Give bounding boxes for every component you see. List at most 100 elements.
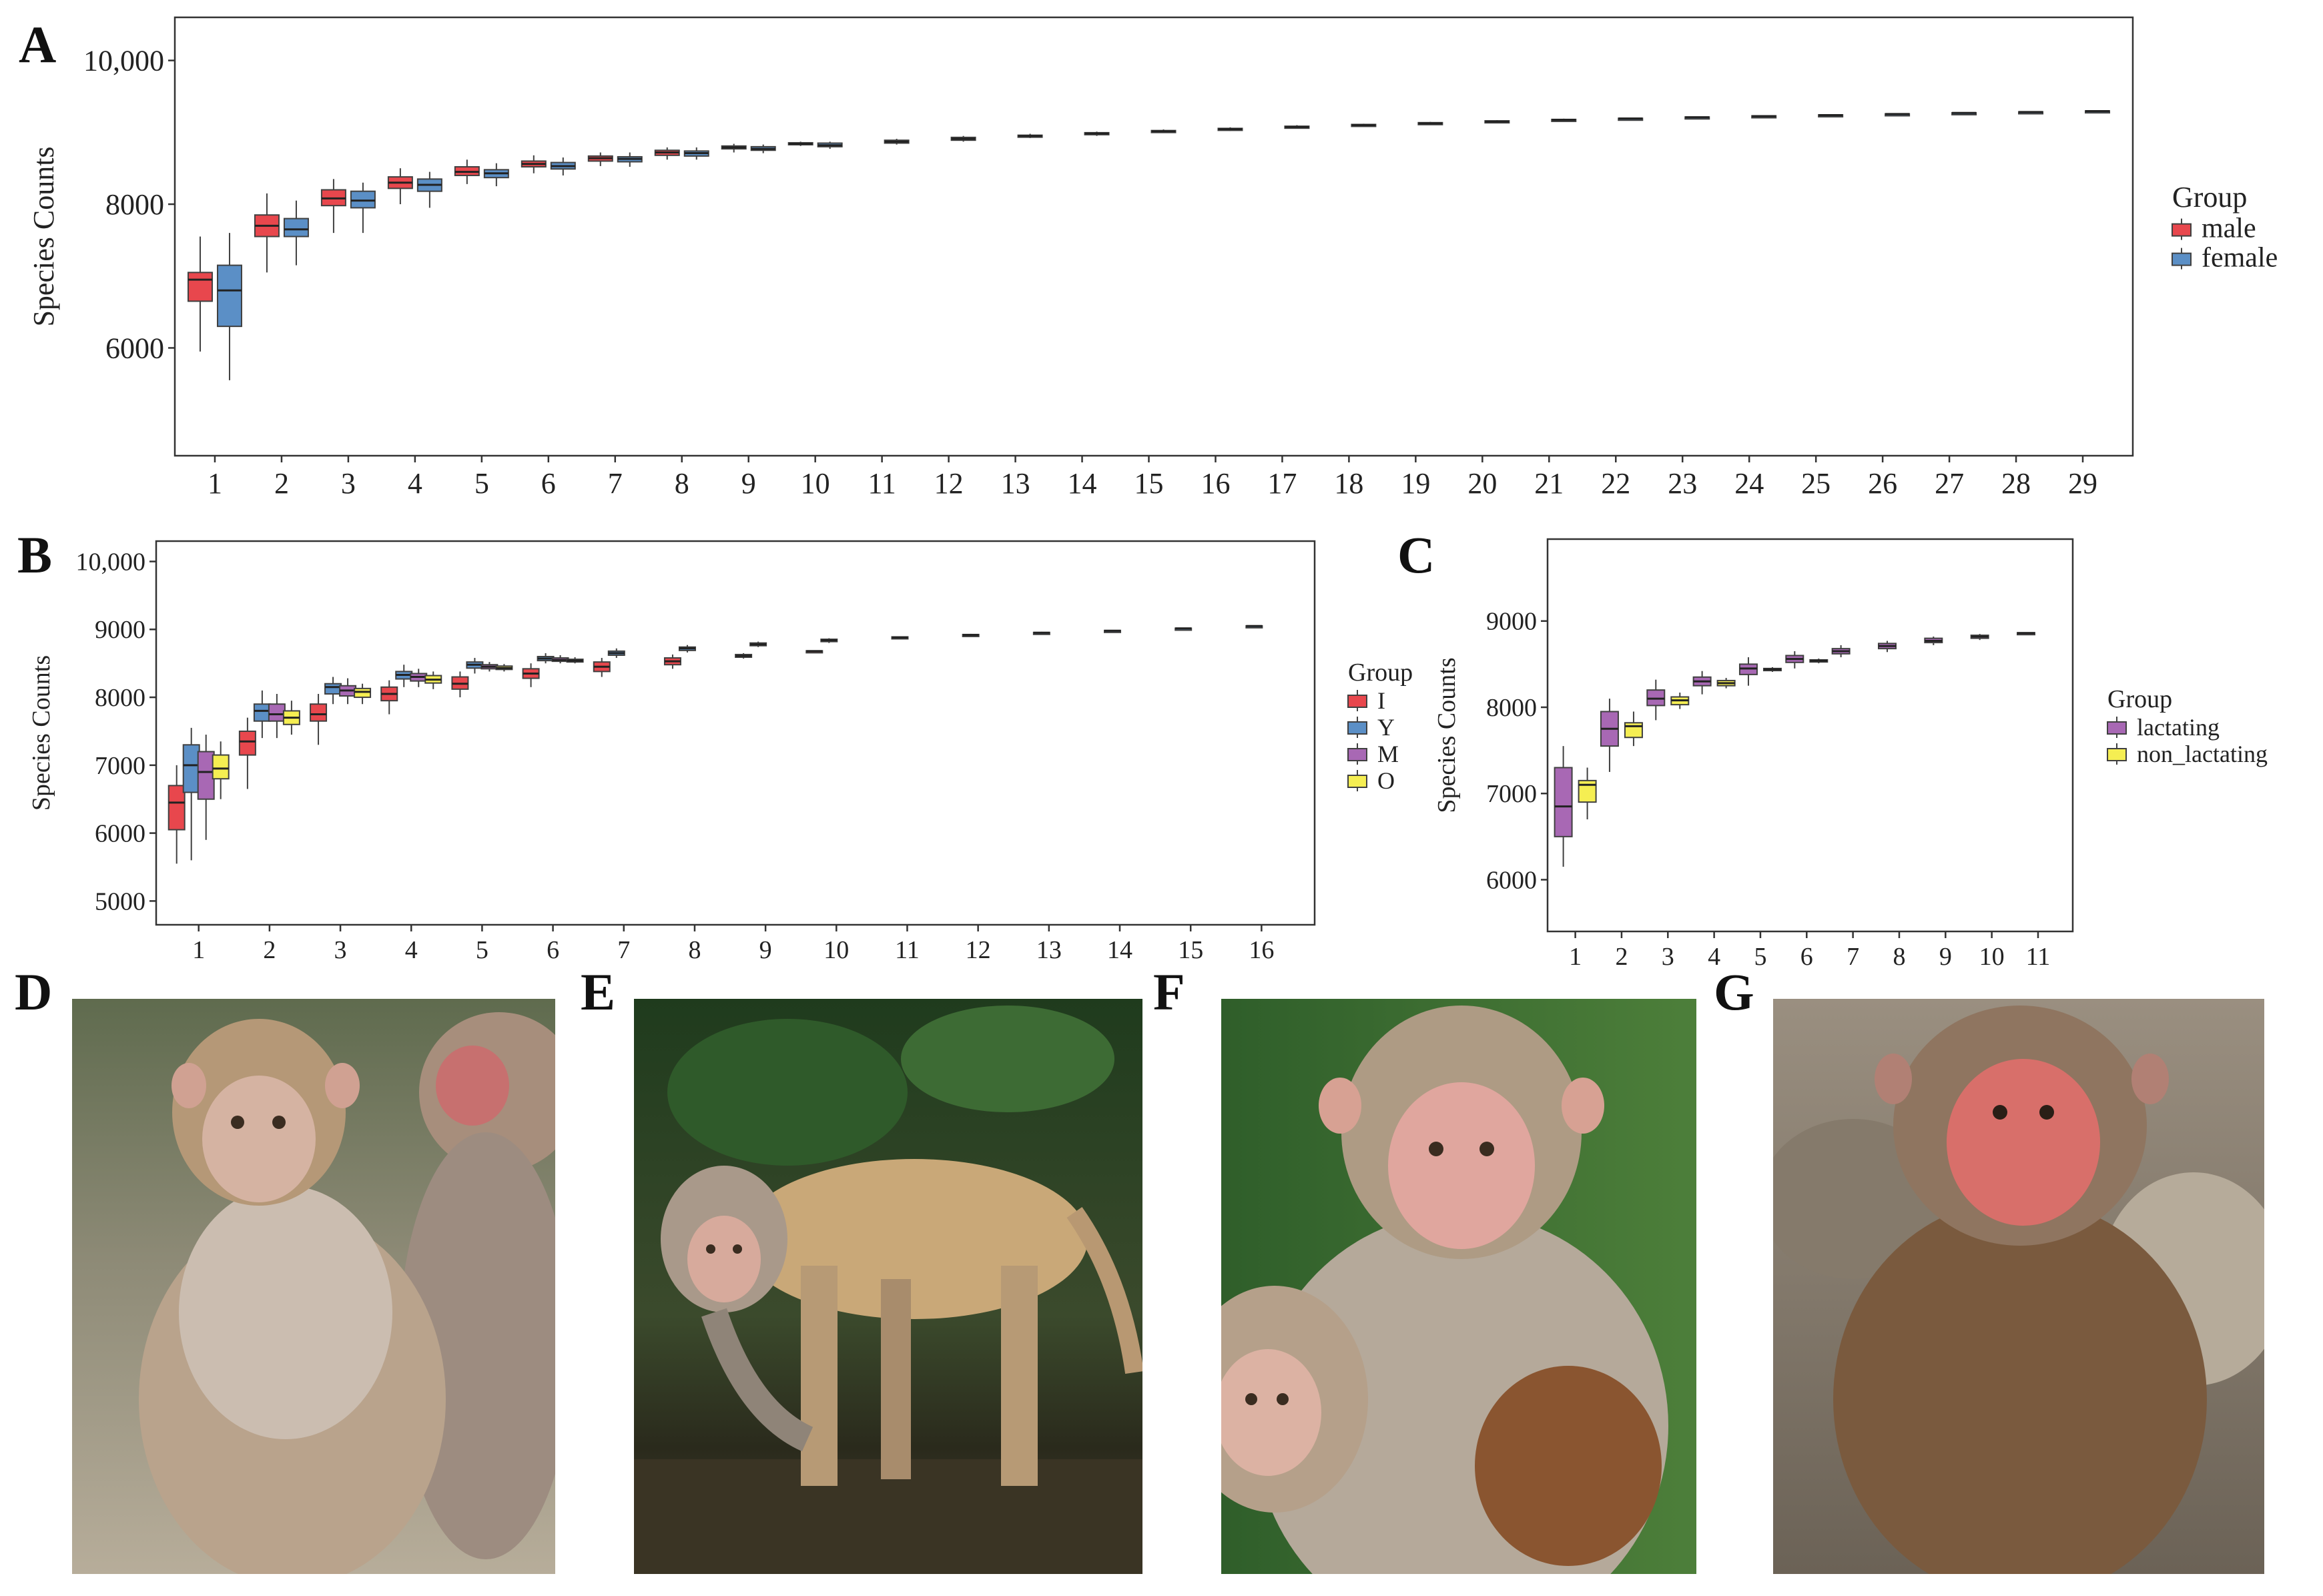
x-tick-label: 1 xyxy=(1569,943,1582,971)
box-M-6 xyxy=(551,655,569,664)
x-tick-label: 20 xyxy=(1467,467,1497,500)
x-tick-label: 6 xyxy=(541,467,556,500)
y-tick-label: 8000 xyxy=(95,684,145,712)
x-tick-label: 23 xyxy=(1668,467,1697,500)
legend-key-I xyxy=(1347,695,1367,708)
box-Y-7 xyxy=(607,648,625,659)
box-non_lactating-2 xyxy=(1624,711,1643,747)
box-female-4 xyxy=(416,171,442,208)
box-non_lactating-5 xyxy=(1762,667,1782,673)
box-male-3 xyxy=(320,179,346,234)
photo-panel-e xyxy=(634,999,1142,1574)
x-tick-label: 16 xyxy=(1201,467,1230,500)
box-O-1 xyxy=(212,741,230,799)
box-Y-13 xyxy=(1032,631,1050,635)
box-non_lactating-6 xyxy=(1809,658,1829,664)
x-tick-label: 5 xyxy=(1754,943,1766,971)
x-tick-label: 22 xyxy=(1601,467,1630,500)
box-female-15 xyxy=(1150,129,1177,133)
x-tick-label: 13 xyxy=(1001,467,1030,500)
x-tick-label: 9 xyxy=(1939,943,1952,971)
box-Y-11 xyxy=(891,636,909,640)
x-tick-label: 14 xyxy=(1068,467,1097,500)
plot-frame xyxy=(174,16,2134,457)
x-tick-label: 3 xyxy=(334,936,347,964)
box-non_lactating-1 xyxy=(1578,767,1597,819)
box-Y-2 xyxy=(253,690,271,739)
box-I-4 xyxy=(380,680,398,715)
box-O-5 xyxy=(495,664,513,672)
y-tick-label: 10,000 xyxy=(76,548,146,576)
legend-label-Y: Y xyxy=(1377,714,1395,741)
box-M-2 xyxy=(268,693,286,739)
x-tick-label: 29 xyxy=(2068,467,2097,500)
box-female-19 xyxy=(1417,121,1443,125)
x-tick-label: 7 xyxy=(608,467,623,500)
x-tick-label: 13 xyxy=(1036,936,1062,964)
box-lactating-10 xyxy=(1970,634,1989,641)
x-tick-label: 11 xyxy=(2026,943,2051,971)
box-female-17 xyxy=(1284,125,1310,129)
x-tick-label: 26 xyxy=(1868,467,1897,500)
x-tick-label: 19 xyxy=(1401,467,1430,500)
y-tick-label: 6000 xyxy=(105,332,164,364)
box-Y-3 xyxy=(324,677,342,705)
box-I-2 xyxy=(238,717,256,789)
x-tick-label: 10 xyxy=(823,936,849,964)
box-body xyxy=(1554,767,1573,837)
box-Y-10 xyxy=(820,638,838,643)
box-female-21 xyxy=(1551,118,1577,122)
box-body xyxy=(354,687,372,699)
legend-key-non_lactating xyxy=(2107,748,2127,761)
panel-label-e: E xyxy=(581,963,616,1021)
box-M-1 xyxy=(197,735,215,840)
y-tick-label: 8000 xyxy=(105,188,164,221)
box-female-22 xyxy=(1618,117,1644,121)
box-female-27 xyxy=(1951,111,1977,115)
legend-label-non_lactating: non_lactating xyxy=(2137,741,2268,767)
box-female-2 xyxy=(283,200,309,266)
y-tick-label: 6000 xyxy=(95,820,145,848)
legend-title: Group xyxy=(2172,181,2247,214)
box-female-10 xyxy=(817,141,843,149)
box-male-4 xyxy=(387,168,413,205)
box-I-5 xyxy=(451,671,469,698)
box-body xyxy=(168,785,186,831)
x-tick-label: 10 xyxy=(1979,943,2005,971)
box-lactating-2 xyxy=(1600,699,1619,772)
legend-key-M xyxy=(1347,748,1367,761)
x-tick-label: 9 xyxy=(759,936,772,964)
box-body xyxy=(238,730,256,756)
x-tick-label: 15 xyxy=(1134,467,1164,500)
y-axis-label: Species Counts xyxy=(27,655,55,811)
x-tick-label: 15 xyxy=(1178,936,1203,964)
x-tick-label: 7 xyxy=(617,936,630,964)
x-tick-label: 21 xyxy=(1534,467,1564,500)
x-tick-label: 3 xyxy=(1662,943,1674,971)
box-female-11 xyxy=(884,139,910,145)
x-tick-label: 17 xyxy=(1267,467,1297,500)
box-lactating-11 xyxy=(2016,632,2035,636)
box-Y-1 xyxy=(182,727,200,861)
panel-label-g: G xyxy=(1714,963,1754,1021)
box-body xyxy=(216,264,242,328)
photo-panel-d xyxy=(72,999,555,1574)
photo-panel-f xyxy=(1221,999,1696,1574)
box-body xyxy=(283,218,309,238)
box-I-9 xyxy=(735,653,753,659)
box-body xyxy=(212,754,230,780)
box-O-2 xyxy=(282,701,300,735)
box-female-20 xyxy=(1484,120,1510,124)
box-male-10 xyxy=(787,141,813,146)
legend-key-lactating xyxy=(2107,721,2127,735)
x-tick-label: 12 xyxy=(934,467,964,500)
box-female-3 xyxy=(350,182,376,234)
panel-label-f: F xyxy=(1153,963,1185,1021)
y-axis-label: Species Counts xyxy=(27,146,60,326)
legend-label-female: female xyxy=(2202,243,2278,274)
x-tick-label: 1 xyxy=(208,467,222,500)
box-female-28 xyxy=(2018,111,2044,115)
x-tick-label: 2 xyxy=(274,467,289,500)
x-tick-label: 25 xyxy=(1801,467,1831,500)
